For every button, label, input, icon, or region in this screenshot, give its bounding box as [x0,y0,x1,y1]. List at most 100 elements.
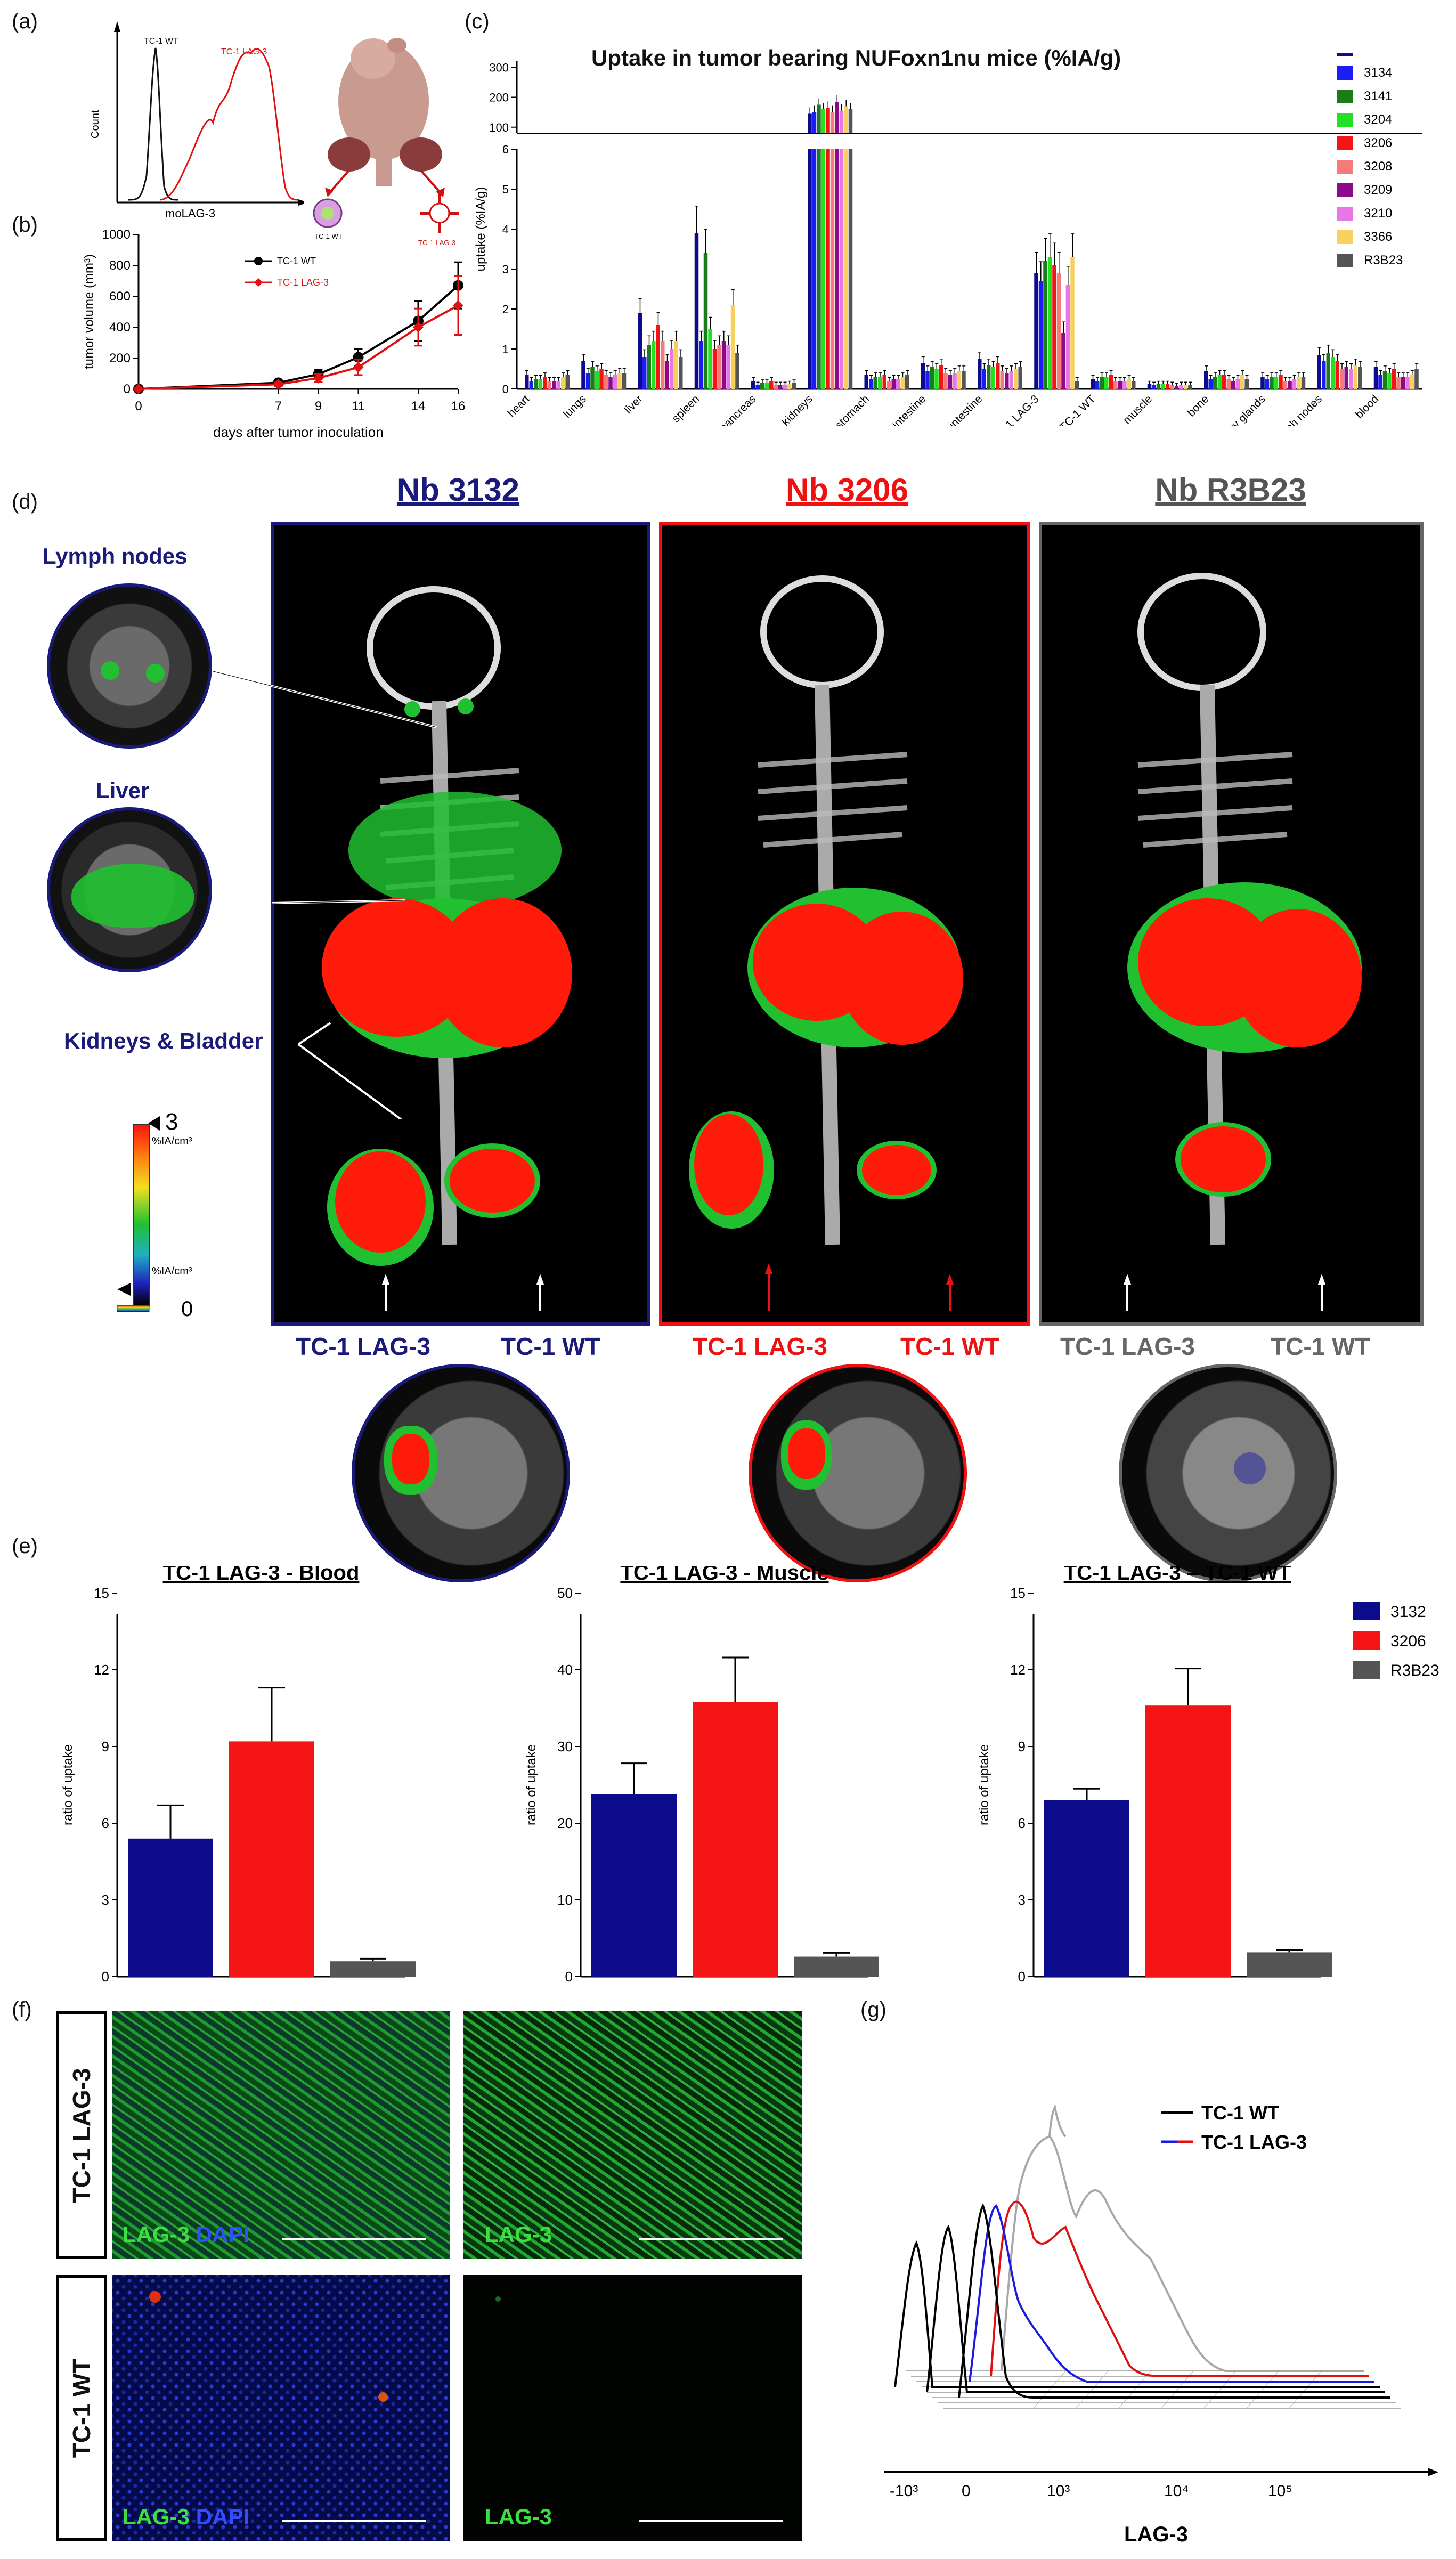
c-bar [1322,361,1326,389]
c-bar [1113,381,1118,389]
c-bar [581,361,585,389]
a-legend-lag3: TC-1 LAG-3 [221,47,267,56]
c-bar [864,375,868,389]
c-bar [1410,375,1414,389]
b-y-tick-label: 0 [124,382,131,396]
b-series-line [138,304,459,390]
ratio-chart-blood: TC-1 LAG-3 - Blood 0 3 6 9 12 15 ratio of uptak… [61,1566,416,1985]
c-bar [1288,381,1292,389]
c-bar [1344,367,1348,389]
panel-label-e: (e) [12,1534,38,1558]
g-legend-wt: TC-1 WT [1201,2102,1279,2124]
e-y-tick-label: 0 [1018,1969,1026,1985]
g-tick-2: 0 [962,2482,971,2500]
c-x-tick-label: small intestine [869,393,928,426]
c-bar [642,357,647,389]
c-bar [953,373,957,389]
c-legend-swatch [1337,183,1353,197]
c-bar [839,110,844,133]
c-bar [703,253,708,389]
c-legend-label: R3B23 [1364,253,1403,267]
panel-label-c: (c) [465,10,490,33]
e-ylabel: ratio of uptake [61,1744,75,1825]
c-bar [891,379,896,389]
c-bar [538,379,542,389]
c-bar [1301,377,1306,389]
c-x-tick-label: TC-1 LAG-3 [990,393,1041,426]
c-bar [730,305,735,389]
c-bar [585,373,590,389]
c-y-tick-label: 6 [502,143,509,156]
a-xlabel: moLAG-3 [165,207,215,218]
b-x-tick-label: 14 [411,399,426,413]
c-bar [656,325,660,389]
c-bar [1014,369,1018,389]
c-bar [787,384,792,389]
b-series-line [138,285,459,390]
inset-label-lymph-nodes: Lymph nodes [43,543,188,568]
e-y-tick-label: 15 [1010,1585,1026,1601]
panel-label-a: (a) [12,10,38,33]
c-y-tick-label: 1 [502,343,509,356]
c-legend-swatch [1337,254,1353,267]
c-bar [1043,261,1047,389]
c-bar [878,377,882,389]
g-legend-lag3: TC-1 LAG-3 [1201,2131,1307,2153]
c-bar [1005,373,1009,389]
b-point [133,384,144,394]
a-legend-wt: TC-1 WT [144,37,178,46]
f-single-lag3-label-2: LAG-3 [485,2504,552,2529]
c-bar [590,367,595,389]
c-legend-label: 3206 [1364,136,1392,150]
color-scale: 3 %IA/cm³ %IA/cm³ 0 [117,1109,193,1321]
c-x-tick-label: blood [1353,393,1381,421]
d-label-lag3-3206: TC-1 LAG-3 [693,1333,827,1360]
e-legend-label: 3132 [1390,1603,1426,1621]
pet-scan-3132 [271,522,650,1326]
e-bar [1145,1705,1231,1977]
c-bar [613,375,617,389]
c-bar [617,373,622,389]
c-x-tick-label: muscle [1121,393,1154,426]
e-y-tick-label: 0 [565,1969,573,1985]
c-bar [900,377,905,389]
micrograph-lag3-merge: LAG-3 DAPI [112,2011,450,2259]
c-bar [1183,385,1188,389]
c-legend-label: 3132 [1364,53,1392,56]
c-bar [760,383,764,389]
c-bar [556,381,560,389]
c-bar [812,112,817,133]
d-label-wt-3206: TC-1 WT [900,1333,1000,1360]
e-bar [330,1961,416,1977]
c-bar [599,369,604,389]
c-bar [948,375,953,389]
c-bar [1052,265,1056,389]
c-bar [939,365,943,389]
c-y-tick-label: 5 [502,183,509,196]
mouse-label-lag3: TC-1 LAG-3 [418,239,455,245]
c-legend-label: 3208 [1364,159,1392,174]
b-y-tick-label: 800 [109,258,131,273]
c-legend-swatch [1337,113,1353,127]
c-bar [694,233,699,389]
scale-unit-top: %IA/cm³ [152,1135,192,1147]
c-bar [1152,385,1156,389]
b-x-tick-label: 0 [135,399,142,413]
c-bar [848,109,853,133]
e-bar [1044,1800,1129,1977]
c-bar [921,363,925,389]
c-bar [808,149,812,389]
f-merge-lag3-label-2: LAG-3 [123,2504,190,2529]
c-x-tick-label: liver [622,393,645,416]
e-bar [794,1956,879,1977]
d-label-wt-3132: TC-1 WT [501,1333,600,1360]
b-y-tick-label: 200 [109,351,131,365]
e-bar [128,1838,213,1977]
c-legend-label: 3134 [1364,66,1392,80]
f-merge-lag3-label-1: LAG-3 [123,2222,190,2247]
c-bar [887,381,891,389]
e-y-tick-label: 30 [557,1739,573,1754]
c-bar [1378,375,1382,389]
c-bar [1000,371,1004,389]
c-bar [844,106,848,133]
